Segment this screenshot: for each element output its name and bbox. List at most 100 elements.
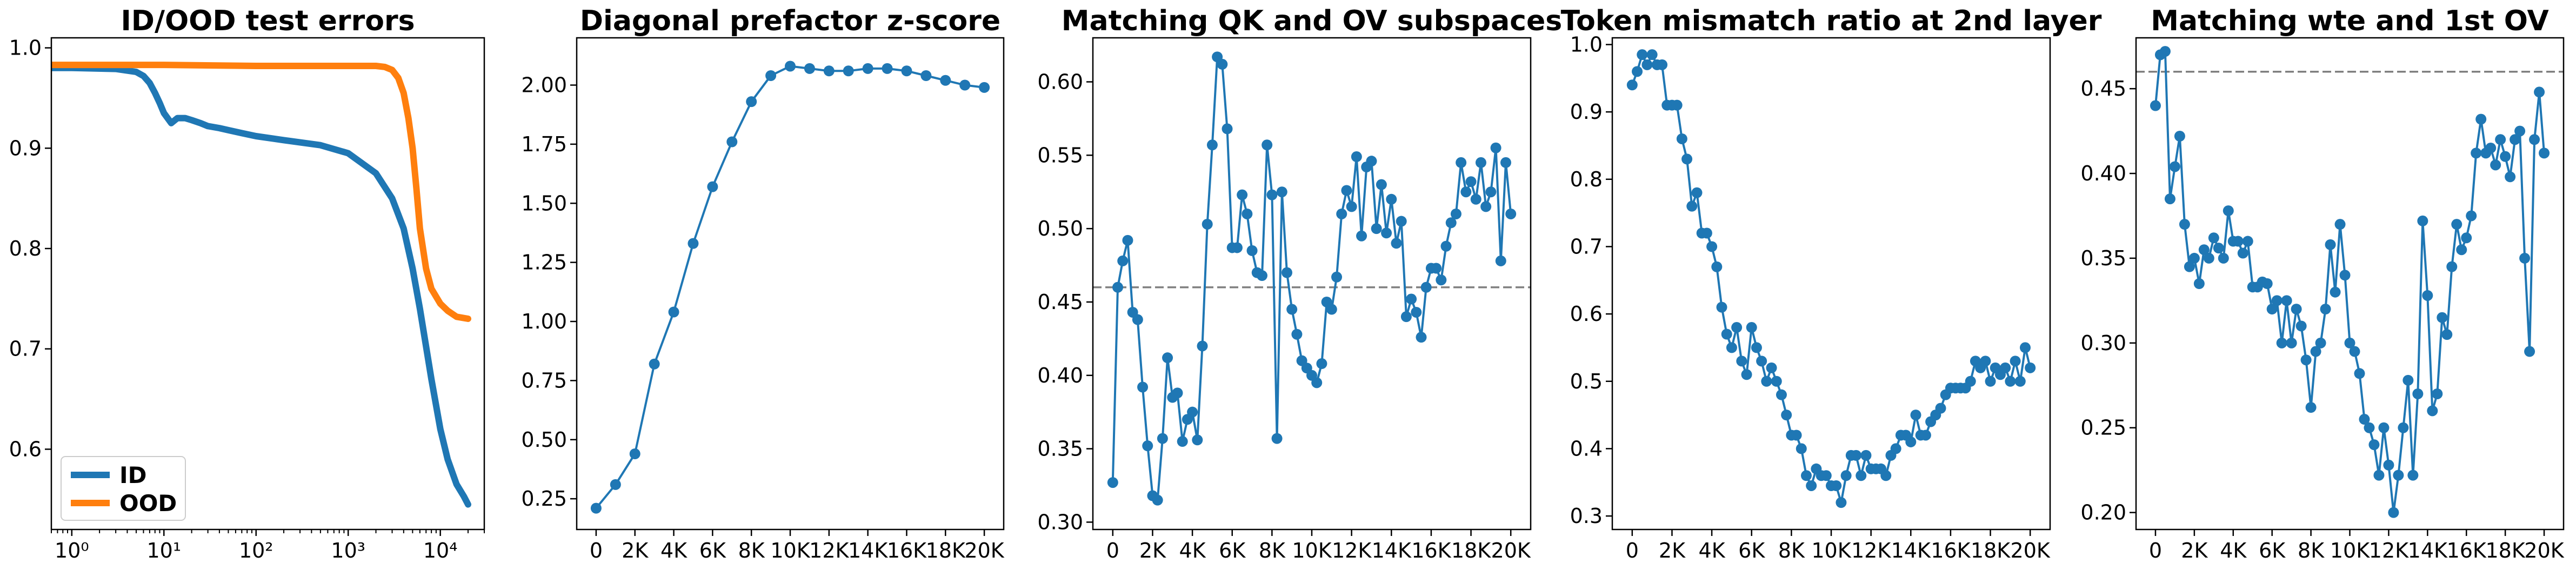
data-point [2514,125,2526,137]
data-point [1162,352,1173,364]
plot-frame [576,37,1005,531]
data-point [1840,470,1852,481]
data-point [2179,219,2190,230]
data-point [1291,328,1303,340]
data-point [1132,314,1143,325]
y-tick-label: 0.4 [1570,437,1603,460]
chart-title: Diagonal prefactor z-score [580,5,1000,37]
data-point [1741,369,1752,380]
data-point [1311,377,1323,388]
data-point [1262,139,1273,151]
series-ood [51,62,471,322]
data-point [590,502,602,514]
x-tick-label: 10² [239,539,273,562]
data-point [2461,232,2472,244]
data-point [2305,402,2317,413]
data-point [2519,252,2531,264]
data-point [1381,227,1392,239]
data-point [1396,216,1407,227]
data-point [1371,223,1382,234]
data-point [1691,187,1703,198]
data-point [1416,332,1427,343]
data-point [2485,142,2497,153]
x-tick-label: 20K [1491,539,1531,562]
data-point [1641,59,1653,70]
series-0 [2150,46,2550,518]
data-point [1671,99,1683,111]
data-point [2213,243,2224,254]
data-point [2159,46,2171,57]
data-point [1420,281,1432,293]
data-point [785,61,796,72]
data-point [1197,340,1208,352]
data-point [1796,443,1807,454]
data-point [2005,375,2016,387]
x-tick-label: 18K [1971,539,2011,562]
data-point [1965,375,1976,387]
data-point [920,70,932,81]
data-point [2490,159,2501,171]
data-point [2412,388,2424,399]
data-point [2169,161,2180,172]
data-point [1831,480,1842,491]
data-point [1157,433,1168,444]
data-point [1217,58,1228,70]
data-point [2539,147,2550,159]
data-point [1206,139,1218,151]
data-point [2315,337,2326,348]
data-point [2373,470,2385,481]
y-tick-label: 0.35 [1037,437,1083,461]
data-point [2471,147,2482,159]
x-tick-label: 20K [2011,539,2051,562]
data-point [940,75,951,86]
x-tick-label: 4K [2220,539,2247,562]
data-point [1820,470,1832,481]
x-tick-label: 12K [2369,539,2409,562]
data-point [2276,337,2287,348]
data-point [2505,171,2516,183]
data-point [1440,240,1452,252]
data-point [2237,247,2248,259]
data-point [1475,157,1486,168]
data-point [2510,134,2521,145]
data-point [726,136,738,147]
y-tick-label: 0.45 [2080,77,2126,100]
data-point [1657,59,1668,70]
data-point [979,82,990,93]
data-point [2193,278,2205,289]
x-tick-label: 4K [660,539,688,562]
data-point [2208,232,2219,244]
data-point [1505,208,1517,219]
data-point [2266,304,2278,315]
series-line [51,64,471,508]
data-point [843,65,854,77]
y-tick-label: 0.20 [2080,501,2126,525]
data-point [2398,422,2409,433]
data-point [1856,470,1867,481]
data-point [1406,293,1417,305]
x-tick-label: 20K [2524,539,2564,562]
data-point [1177,436,1188,447]
data-point [1746,322,1757,333]
data-point [1701,227,1712,239]
data-point [1341,185,1352,196]
x-tick-label: 10K [1292,539,1332,562]
data-point [1460,186,1472,198]
x-tick-label: 8K [1259,539,1286,562]
x-tick-label: 6K [1738,539,1765,562]
data-point [1470,193,1481,205]
x-tick-label: 12K [1332,539,1372,562]
data-point [2218,252,2229,264]
legend-label: OOD [119,490,177,517]
y-tick-label: 0.6 [1570,302,1603,326]
data-point [1751,342,1762,353]
panel-diagonal-prefactor-z-score: Diagonal prefactor z-score 0 2K 4K 6K 8K 10K12… [521,5,1004,562]
data-point [1776,389,1787,400]
data-point [2150,100,2161,111]
y-tick-label: 0.50 [1037,217,1083,240]
y-tick-label: 0.30 [1037,510,1083,534]
data-point [2242,236,2253,247]
data-point [2223,205,2234,217]
data-point [2354,368,2365,379]
series-line [51,62,471,322]
